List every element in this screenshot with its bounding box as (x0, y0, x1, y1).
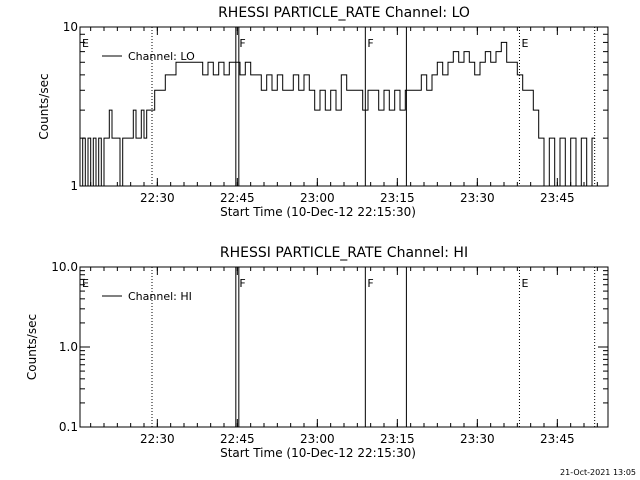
y-tick-label: 10 (63, 20, 78, 34)
x-tick-label: 23:30 (460, 432, 495, 446)
flag-label: E (521, 37, 528, 50)
flag-label: E (82, 37, 89, 50)
flag-label: E (82, 277, 89, 290)
x-tick-label: 23:30 (460, 191, 495, 205)
panel-lo: RHESSI PARTICLE_RATE Channel: LO 22:30 22:… (37, 5, 609, 219)
x-axis-label: Start Time (10-Dec-12 22:15:30) (220, 446, 416, 460)
flag-label: E (521, 277, 528, 290)
x-tick-label: 22:45 (220, 191, 255, 205)
x-tick-label: 23:15 (380, 191, 415, 205)
x-tick-label: 23:15 (380, 432, 415, 446)
x-tick-label: 22:30 (140, 191, 175, 205)
x-tick-label: 22:30 (140, 432, 175, 446)
timestamp: 21-Oct-2021 13:05 (560, 468, 636, 477)
flag-label: F (239, 277, 245, 290)
x-tick-label: 23:00 (300, 191, 335, 205)
y-axis-label: Counts/sec (25, 314, 39, 380)
chart-title: RHESSI PARTICLE_RATE Channel: LO (218, 5, 470, 21)
flag-label: F (367, 37, 373, 50)
legend-label: Channel: LO (128, 50, 195, 63)
x-tick-label: 23:45 (540, 432, 575, 446)
y-tick-label: 10.0 (51, 260, 78, 274)
legend-label: Channel: HI (128, 290, 192, 303)
x-axis-label: Start Time (10-Dec-12 22:15:30) (220, 205, 416, 219)
chart-title: RHESSI PARTICLE_RATE Channel: HI (220, 245, 468, 261)
y-axis-label: Counts/sec (37, 73, 51, 139)
y-tick-label: 0.1 (59, 420, 78, 434)
series-line (80, 41, 595, 187)
y-tick-label: 1.0 (59, 340, 78, 354)
x-tick-label: 23:45 (540, 191, 575, 205)
flag-label: F (239, 37, 245, 50)
x-tick-label: 23:00 (300, 432, 335, 446)
panel-hi: RHESSI PARTICLE_RATE Channel: HI 22:30 22:… (25, 245, 609, 460)
x-tick-label: 22:45 (220, 432, 255, 446)
flag-label: F (367, 277, 373, 290)
y-tick-label: 1 (70, 179, 78, 193)
